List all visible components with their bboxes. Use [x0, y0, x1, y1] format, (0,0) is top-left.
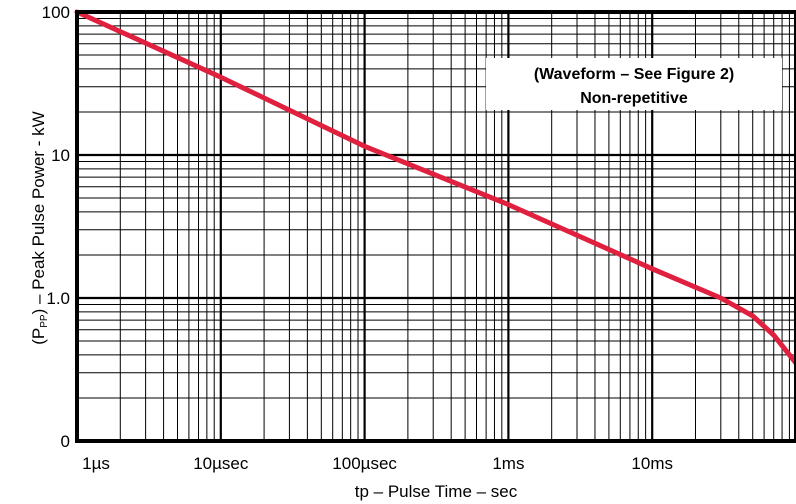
y-tick-label: 1.0 — [46, 289, 70, 308]
annotation-box — [486, 58, 782, 110]
y-tick-label: 10 — [51, 146, 70, 165]
annotation-non-repetitive: Non-repetitive — [580, 90, 688, 107]
x-axis-title: tp – Pulse Time – sec — [355, 482, 518, 501]
tick-labels: 1µs 10µsec 100µsec 1ms 10ms 100 10 1.0 0 — [42, 3, 673, 473]
plot-grid — [75, 12, 796, 443]
x-tick-label: 10ms — [631, 454, 673, 473]
x-tick-label: 100µsec — [332, 454, 397, 473]
x-tick-label: 1ms — [492, 454, 524, 473]
series-line — [74, 9, 796, 366]
annotation-waveform: (Waveform – See Figure 2) — [534, 66, 734, 83]
y-tick-label: 0 — [61, 432, 70, 451]
y-axis-title-prefix: (P — [29, 328, 48, 345]
y-axis-title-subscript: PP — [39, 314, 50, 328]
plot-frame — [75, 10, 796, 443]
x-tick-label: 1µs — [82, 454, 110, 473]
x-tick-label: 10µsec — [193, 454, 249, 473]
series-layer — [74, 9, 796, 366]
y-axis-title: (PPP) – Peak Pulse Power - kW — [29, 111, 50, 344]
y-axis-title-suffix: ) – Peak Pulse Power - kW — [29, 111, 48, 314]
y-tick-label: 100 — [42, 3, 70, 22]
